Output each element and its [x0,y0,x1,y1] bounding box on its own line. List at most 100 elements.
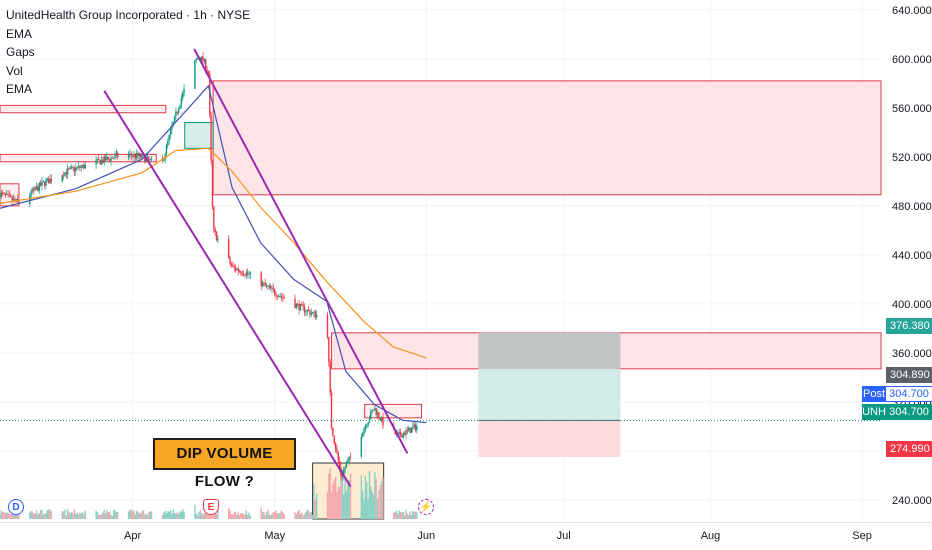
candle-body [177,108,180,113]
candle-body [79,165,81,168]
candle-body [238,270,241,272]
resistance-zones [0,80,882,419]
candle-body [176,111,178,113]
volume-bar [16,514,19,519]
dividend-icon[interactable]: D [8,499,24,515]
volume-bar [203,512,206,519]
volume-bar [298,509,300,519]
candle-body [175,111,177,116]
volume-bar [413,511,415,519]
candle-body [35,186,38,190]
candle-body [30,190,32,196]
volume-bar [233,512,235,519]
indicator-gaps[interactable]: Gaps [6,45,35,59]
candle-body [181,92,184,99]
volume-bar [138,512,141,519]
volume-bar [237,511,239,519]
candle-body [3,193,5,194]
volume-bar [18,512,20,519]
candle-body [245,272,248,276]
volume-bar [137,511,139,519]
candle-body [349,456,352,458]
volume-bar [71,512,73,519]
axes: 240.000280.000320.000360.000400.000440.0… [0,5,932,542]
candle-body [275,294,277,297]
volume-bar [333,479,335,519]
volume-bar [414,511,417,519]
candle-body [283,297,285,299]
volume-bar [198,511,200,519]
volume-bar [50,511,53,519]
y-tick-label: 400.000 [892,299,932,311]
volume-bar [171,513,173,519]
candle-body [313,311,315,313]
volume-bar [140,513,142,519]
candle-body [34,187,36,190]
earnings-icon[interactable]: E [203,499,219,515]
candle-body [37,186,39,191]
volume-bar [265,511,268,519]
volume-bar [236,514,238,519]
candle-body [215,231,218,241]
event-lightning-icon[interactable]: ⚡ [418,499,434,515]
candle-body [413,424,415,428]
volume-bar [241,512,243,519]
candle-body [104,156,107,161]
indicator-ema-1[interactable]: EMA [6,26,33,41]
candle-body [403,433,406,436]
candle-body [117,153,119,158]
candle-body [364,425,367,429]
volume-bar [79,512,81,519]
volume-bar [402,511,404,519]
trend-channel[interactable] [103,48,409,487]
volume-bar [399,511,402,519]
candle-body [330,392,333,429]
volume-bar [299,514,302,519]
candle-body [241,273,243,275]
candle-body [217,238,219,241]
volume-bar [150,511,153,519]
indicator-vol[interactable]: Vol [6,63,23,78]
candle-body [72,167,74,168]
symbol-title[interactable]: UnitedHealth Group Incorporated · 1h · N… [6,8,251,22]
x-tick-label: Apr [124,530,141,542]
volume-bar [177,513,180,519]
candle-body [112,157,115,159]
volume-bar [175,513,177,519]
candle-body [314,311,317,318]
x-tick-label: Sep [852,530,872,542]
candle-body [332,428,334,437]
volume-bar [106,509,108,519]
candle-body [114,154,116,158]
volume-bar [48,509,50,519]
candle-body [315,314,318,318]
dip-volume-callout[interactable]: DIP VOLUME FLOW ? [153,438,296,490]
volume-bar [278,513,280,519]
position-tool[interactable] [0,332,881,458]
candle-body [206,69,208,72]
volume-bar [11,511,13,519]
volume-bar [307,510,310,519]
volume-bar [75,513,77,519]
volume-bar [14,514,16,519]
post-market-tag: Post 304.700 [862,386,932,402]
volume-bar [35,510,38,519]
volume-bar [249,515,252,519]
ema-fast-line [0,84,427,424]
indicator-ema-2[interactable]: EMA [6,82,33,96]
candle-body [264,283,266,286]
candle-body [398,432,400,434]
volume-bar [84,510,86,519]
volume-bar [264,515,266,519]
x-tick-label: Jun [417,530,435,542]
volume-bar [98,514,100,519]
candle-body [240,271,242,274]
candle-body [111,157,114,159]
volume-bar [294,512,296,519]
post-price: 304.700 [886,387,932,401]
candle-body [6,194,8,195]
candle-body [133,154,135,157]
candle-body [233,265,235,268]
candle-body [179,104,181,109]
